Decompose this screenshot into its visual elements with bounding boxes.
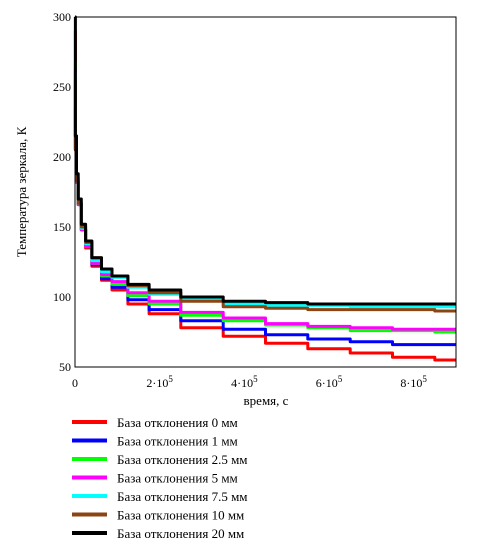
x-tick-exponent: 5 — [253, 374, 258, 384]
y-tick-label: 50 — [59, 360, 71, 374]
series-line-4 — [73, 71, 456, 309]
series-line-3 — [73, 68, 456, 331]
series-line-5 — [73, 78, 456, 313]
x-axis-title: время, с — [244, 393, 289, 408]
y-tick-label: 250 — [53, 80, 71, 94]
legend-label-4: База отклонения 7.5 мм — [117, 489, 248, 504]
x-tick-exponent: 5 — [422, 374, 427, 384]
legend-label-6: База отклонения 20 мм — [117, 526, 244, 541]
y-axis-title: Температура зеркала, К — [14, 126, 29, 257]
x-tick-exponent: 5 — [168, 374, 173, 384]
x-tick-exponent: 5 — [338, 374, 343, 384]
legend-label-2: База отклонения 2.5 мм — [117, 452, 248, 467]
x-tick-label: 4·105 — [231, 374, 258, 390]
legend-label-0: База отклонения 0 мм — [117, 415, 238, 430]
x-tick-label: 6·105 — [316, 374, 343, 390]
x-tick-label: 8·105 — [400, 374, 427, 390]
y-tick-label: 200 — [53, 150, 71, 164]
y-tick-label: 100 — [53, 290, 71, 304]
series-line-6 — [73, 15, 456, 306]
series-layer — [73, 15, 456, 362]
ticks-layer: 50 100 150 200 250 300 0 2·105 4·105 6·105 8·105 — [53, 10, 427, 390]
y-tick-label: 300 — [53, 10, 71, 24]
legend-label-5: База отклонения 10 мм — [117, 508, 244, 523]
x-tick-label: 0 — [72, 376, 78, 390]
legend: База отклонения 0 мм База отклонения 1 мм… — [72, 415, 248, 541]
x-tick-label: 2·105 — [146, 374, 173, 390]
legend-label-1: База отклонения 1 мм — [117, 434, 238, 449]
legend-label-3: База отклонения 5 мм — [117, 471, 238, 486]
y-tick-label: 150 — [53, 220, 71, 234]
plot-frame — [74, 16, 457, 368]
